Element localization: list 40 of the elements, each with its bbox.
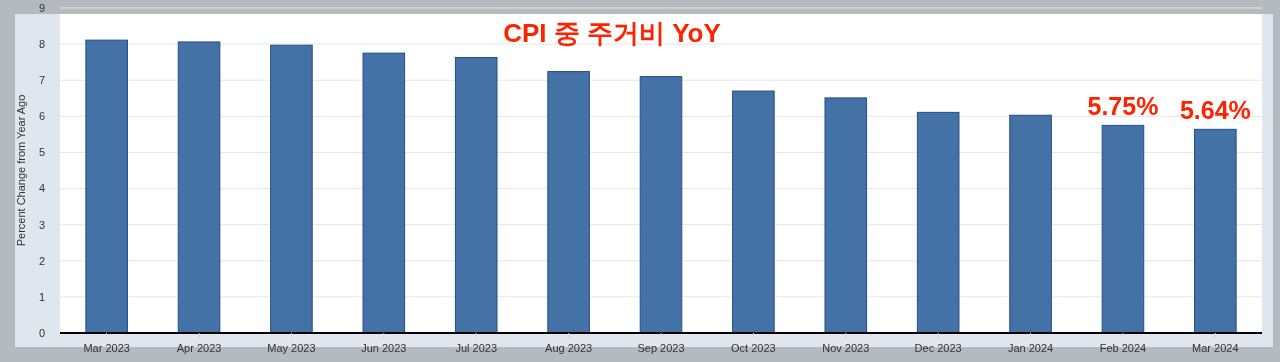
x-tick-label: Jan 2024: [1007, 342, 1054, 354]
y-tick-label: 5: [38, 146, 46, 159]
x-tick-label: Jun 2023: [361, 342, 407, 354]
x-tick-label: Oct 2023: [731, 342, 776, 354]
bar: [916, 111, 960, 334]
bar: [454, 56, 498, 334]
x-tick-label: Feb 2024: [1099, 342, 1147, 354]
x-tick-label: Mar 2024: [1192, 342, 1239, 354]
chart-title: CPI 중 주거비 YoY: [503, 18, 721, 48]
data-label: 5.64%: [1179, 96, 1251, 125]
x-tick-label: Sep 2023: [637, 342, 685, 354]
y-tick-label: 0: [38, 326, 46, 339]
bar: [639, 76, 683, 334]
y-tick-label: 6: [38, 110, 46, 123]
bar: [547, 71, 590, 334]
bar: [362, 52, 406, 334]
x-tick-label: Aug 2023: [545, 342, 593, 354]
x-tick-label: May 2023: [267, 342, 316, 354]
bar: [1009, 114, 1052, 334]
y-tick-label: 7: [38, 74, 46, 87]
bar: [85, 39, 128, 334]
bar: [1194, 128, 1237, 334]
x-tick-label: Nov 2023: [822, 342, 870, 354]
y-tick-label: 3: [38, 218, 46, 231]
bar: [824, 97, 868, 334]
y-tick-label: 4: [38, 182, 46, 195]
x-tick-label: Dec 2023: [914, 342, 962, 354]
y-tick-label: 1: [38, 290, 46, 303]
y-tick-label: 2: [38, 254, 46, 267]
bar: [177, 41, 221, 334]
y-tick-label: 9: [38, 1, 46, 14]
bar: [270, 44, 313, 334]
y-axis-title: Percent Change from Year Ago: [14, 94, 27, 247]
x-tick-label: Jul 2023: [455, 342, 498, 354]
x-tick-label: Mar 2023: [83, 342, 130, 354]
y-tick-label: 8: [38, 37, 46, 50]
x-tick-label: Apr 2023: [176, 342, 222, 354]
bar: [732, 90, 775, 334]
bar: [1101, 124, 1145, 334]
data-label: 5.75%: [1087, 92, 1159, 121]
